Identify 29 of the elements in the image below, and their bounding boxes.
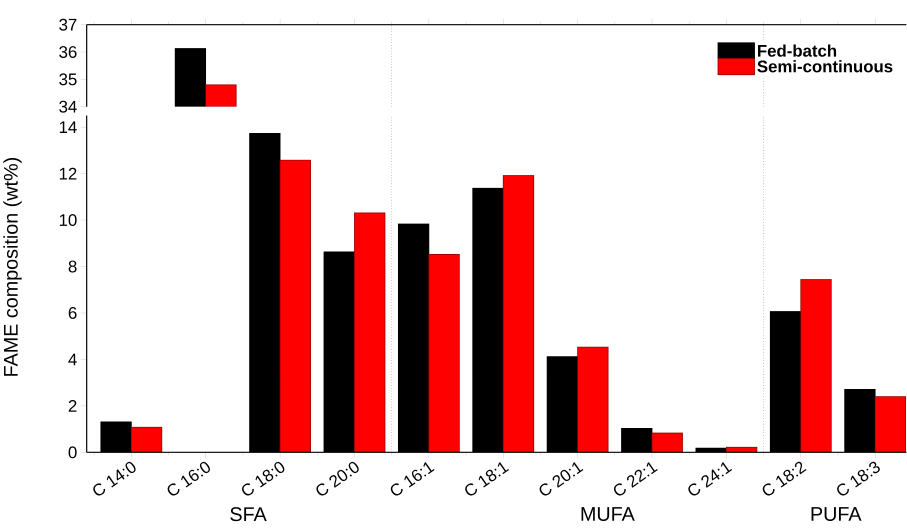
x-tick-label: C 24:1 [688,462,732,496]
y-tick-label: 36 [59,46,77,58]
y-tick-label: 34 [59,100,77,112]
x-tick-label: C 18:1 [465,462,509,496]
y-tick-label: 35 [59,73,77,86]
y-tick-label: 14 [60,121,77,133]
y-tick-label: 0 [68,446,77,458]
x-tick-label: C 16:0 [168,462,210,496]
y-tick-label: 4 [68,353,77,366]
legend-label: Semi-continuous [757,60,892,72]
x-tick-label: C 16:1 [390,462,435,496]
y-tick-label: 8 [68,260,77,272]
text: PUFA [812,507,862,521]
legend-label: Fed-batch [758,44,836,57]
y-axis-title: FAME composition (wt%) [3,158,22,376]
text: SFA [230,507,267,521]
y-tick-label: 10 [60,214,77,226]
text: MUFA [582,507,635,521]
x-tick-label: C 18:2 [762,462,807,496]
y-tick-label: 6 [68,306,77,319]
x-tick-label: C 14:0 [93,462,136,496]
y-tick-label: 37 [59,18,76,30]
x-tick-label: C 20:1 [540,462,584,496]
x-tick-label: C 18:3 [837,462,880,496]
y-tick-label: 2 [68,400,76,412]
x-tick-label: C 20:0 [316,462,359,496]
y-tick-label: 12 [60,168,76,180]
x-tick-label: C 22:1 [614,462,658,496]
x-tick-label: C 18:0 [242,462,284,496]
